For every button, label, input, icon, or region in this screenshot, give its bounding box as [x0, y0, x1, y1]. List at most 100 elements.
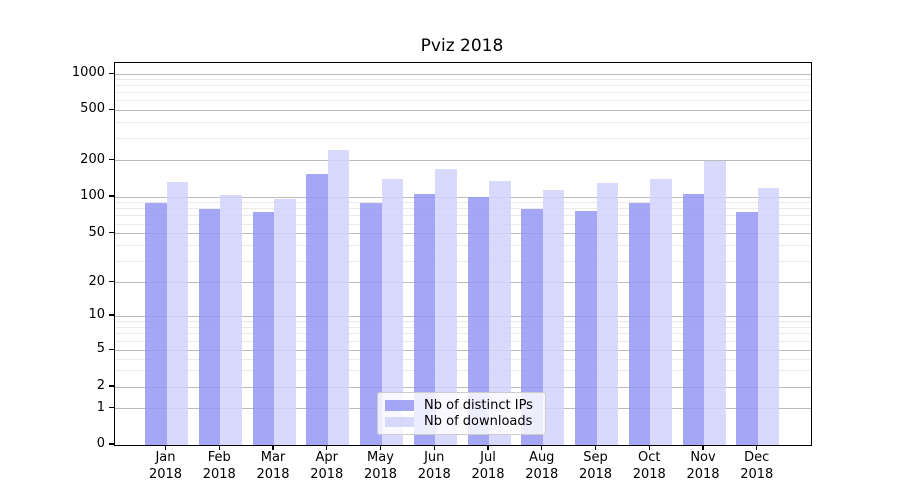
x-tick-month: Feb	[207, 450, 231, 465]
bar-distinct-ips-mar	[252, 211, 274, 445]
x-tick-year: 2018	[363, 466, 398, 482]
legend-label-distinct-ips: Nb of distinct IPs	[424, 397, 533, 413]
x-tick-month: Jun	[424, 450, 445, 465]
bar-downloads-sep	[596, 183, 618, 445]
x-tick-month: Dec	[744, 450, 770, 465]
legend-patch-distinct-ips	[385, 400, 414, 411]
bar-downloads-apr	[327, 150, 350, 445]
x-tick	[594, 445, 597, 450]
y-gridline-major	[115, 109, 811, 111]
x-tick-month: Mar	[260, 450, 286, 465]
x-tick-month: Aug	[529, 450, 555, 465]
y-gridline-major	[115, 160, 811, 161]
plot-area	[114, 62, 812, 446]
x-tick-month: Jan	[155, 450, 176, 465]
y-gridline-minor	[115, 208, 811, 210]
y-tick	[109, 108, 114, 110]
y-tick-label: 2	[96, 378, 105, 393]
y-tick	[109, 348, 114, 350]
y-gridline-major	[115, 349, 811, 351]
x-tick	[541, 445, 543, 450]
x-tick	[379, 445, 382, 450]
x-tick-year: 2018	[740, 466, 774, 482]
bar-distinct-ips-may	[360, 202, 382, 445]
y-gridline-minor	[115, 202, 811, 204]
x-tick-label: May 2018	[349, 450, 413, 483]
x-tick	[326, 445, 328, 450]
x-tick	[433, 445, 435, 450]
bar-distinct-ips-oct	[628, 202, 651, 445]
y-tick	[109, 281, 114, 283]
x-tick-label: Nov 2018	[671, 450, 735, 483]
x-tick-label: Mar 2018	[241, 450, 305, 483]
y-gridline-minor	[115, 223, 811, 225]
bar-distinct-ips-apr	[306, 173, 328, 445]
y-gridline-minor	[115, 79, 811, 81]
y-gridline-major	[115, 196, 811, 198]
y-gridline-major	[115, 315, 811, 317]
bar-distinct-ips-feb	[198, 209, 221, 445]
bar-downloads-dec	[757, 187, 780, 445]
bar-downloads-jun	[435, 169, 457, 445]
y-tick-label: 5	[96, 341, 105, 357]
y-tick-label: 1000	[71, 65, 105, 81]
x-tick-year: 2018	[578, 466, 613, 482]
x-tick-month: Oct	[638, 450, 661, 465]
x-tick-year: 2018	[310, 466, 344, 482]
bar-distinct-ips-jan	[145, 202, 167, 445]
y-gridline-major	[115, 282, 811, 284]
x-tick-label: Oct 2018	[617, 450, 681, 483]
y-gridline-minor	[115, 358, 811, 360]
x-tick-month: Jul	[480, 450, 496, 465]
y-gridline-minor	[115, 85, 811, 87]
x-tick	[756, 445, 758, 450]
x-tick-year: 2018	[525, 466, 559, 482]
bar-downloads-feb	[220, 195, 242, 445]
x-tick-year: 2018	[256, 466, 290, 482]
legend-label-downloads: Nb of downloads	[424, 414, 533, 430]
y-gridline-major	[115, 386, 811, 388]
y-tick	[109, 195, 114, 197]
x-tick-label: Sep 2018	[564, 450, 628, 483]
bar-downloads-jul	[489, 181, 511, 445]
x-tick-year: 2018	[471, 466, 505, 482]
y-tick-label: 20	[88, 273, 105, 289]
x-tick-month: May	[367, 450, 394, 465]
x-tick-year: 2018	[202, 466, 236, 482]
bar-downloads-mar	[274, 198, 296, 445]
y-gridline-minor	[115, 245, 811, 247]
bar-distinct-ips-aug	[521, 209, 543, 445]
x-tick-label: Apr 2018	[295, 450, 359, 483]
y-gridline-minor	[115, 215, 811, 217]
y-tick	[109, 443, 114, 445]
x-tick-label: Jun 2018	[402, 450, 466, 483]
bar-downloads-oct	[650, 178, 672, 445]
y-tick-label: 50	[88, 224, 105, 240]
x-tick-label: Feb 2018	[187, 450, 251, 483]
y-gridline-minor	[115, 122, 811, 124]
y-gridline-minor	[115, 340, 811, 342]
x-tick	[218, 445, 220, 450]
y-gridline-major	[115, 73, 811, 75]
y-gridline-major	[115, 233, 811, 235]
x-tick	[648, 445, 650, 450]
x-tick-label: Jan 2018	[134, 450, 198, 483]
x-tick-label: Dec 2018	[725, 450, 789, 483]
x-tick-label: Aug 2018	[510, 450, 574, 483]
y-tick	[109, 72, 114, 74]
x-tick	[702, 445, 704, 450]
x-tick-year: 2018	[148, 466, 183, 482]
bar-distinct-ips-jul	[467, 197, 489, 445]
bar-downloads-jan	[166, 181, 188, 445]
x-tick-year: 2018	[632, 466, 666, 482]
y-tick	[109, 232, 114, 234]
legend-patch-downloads	[385, 416, 414, 427]
y-tick-label: 0	[96, 436, 105, 451]
y-tick-label: 500	[80, 101, 105, 117]
y-gridline-minor	[115, 370, 811, 372]
y-tick-label: 100	[80, 188, 105, 203]
y-tick-label: 1	[96, 399, 105, 415]
y-gridline-minor	[115, 92, 811, 94]
bar-downloads-nov	[704, 160, 726, 445]
